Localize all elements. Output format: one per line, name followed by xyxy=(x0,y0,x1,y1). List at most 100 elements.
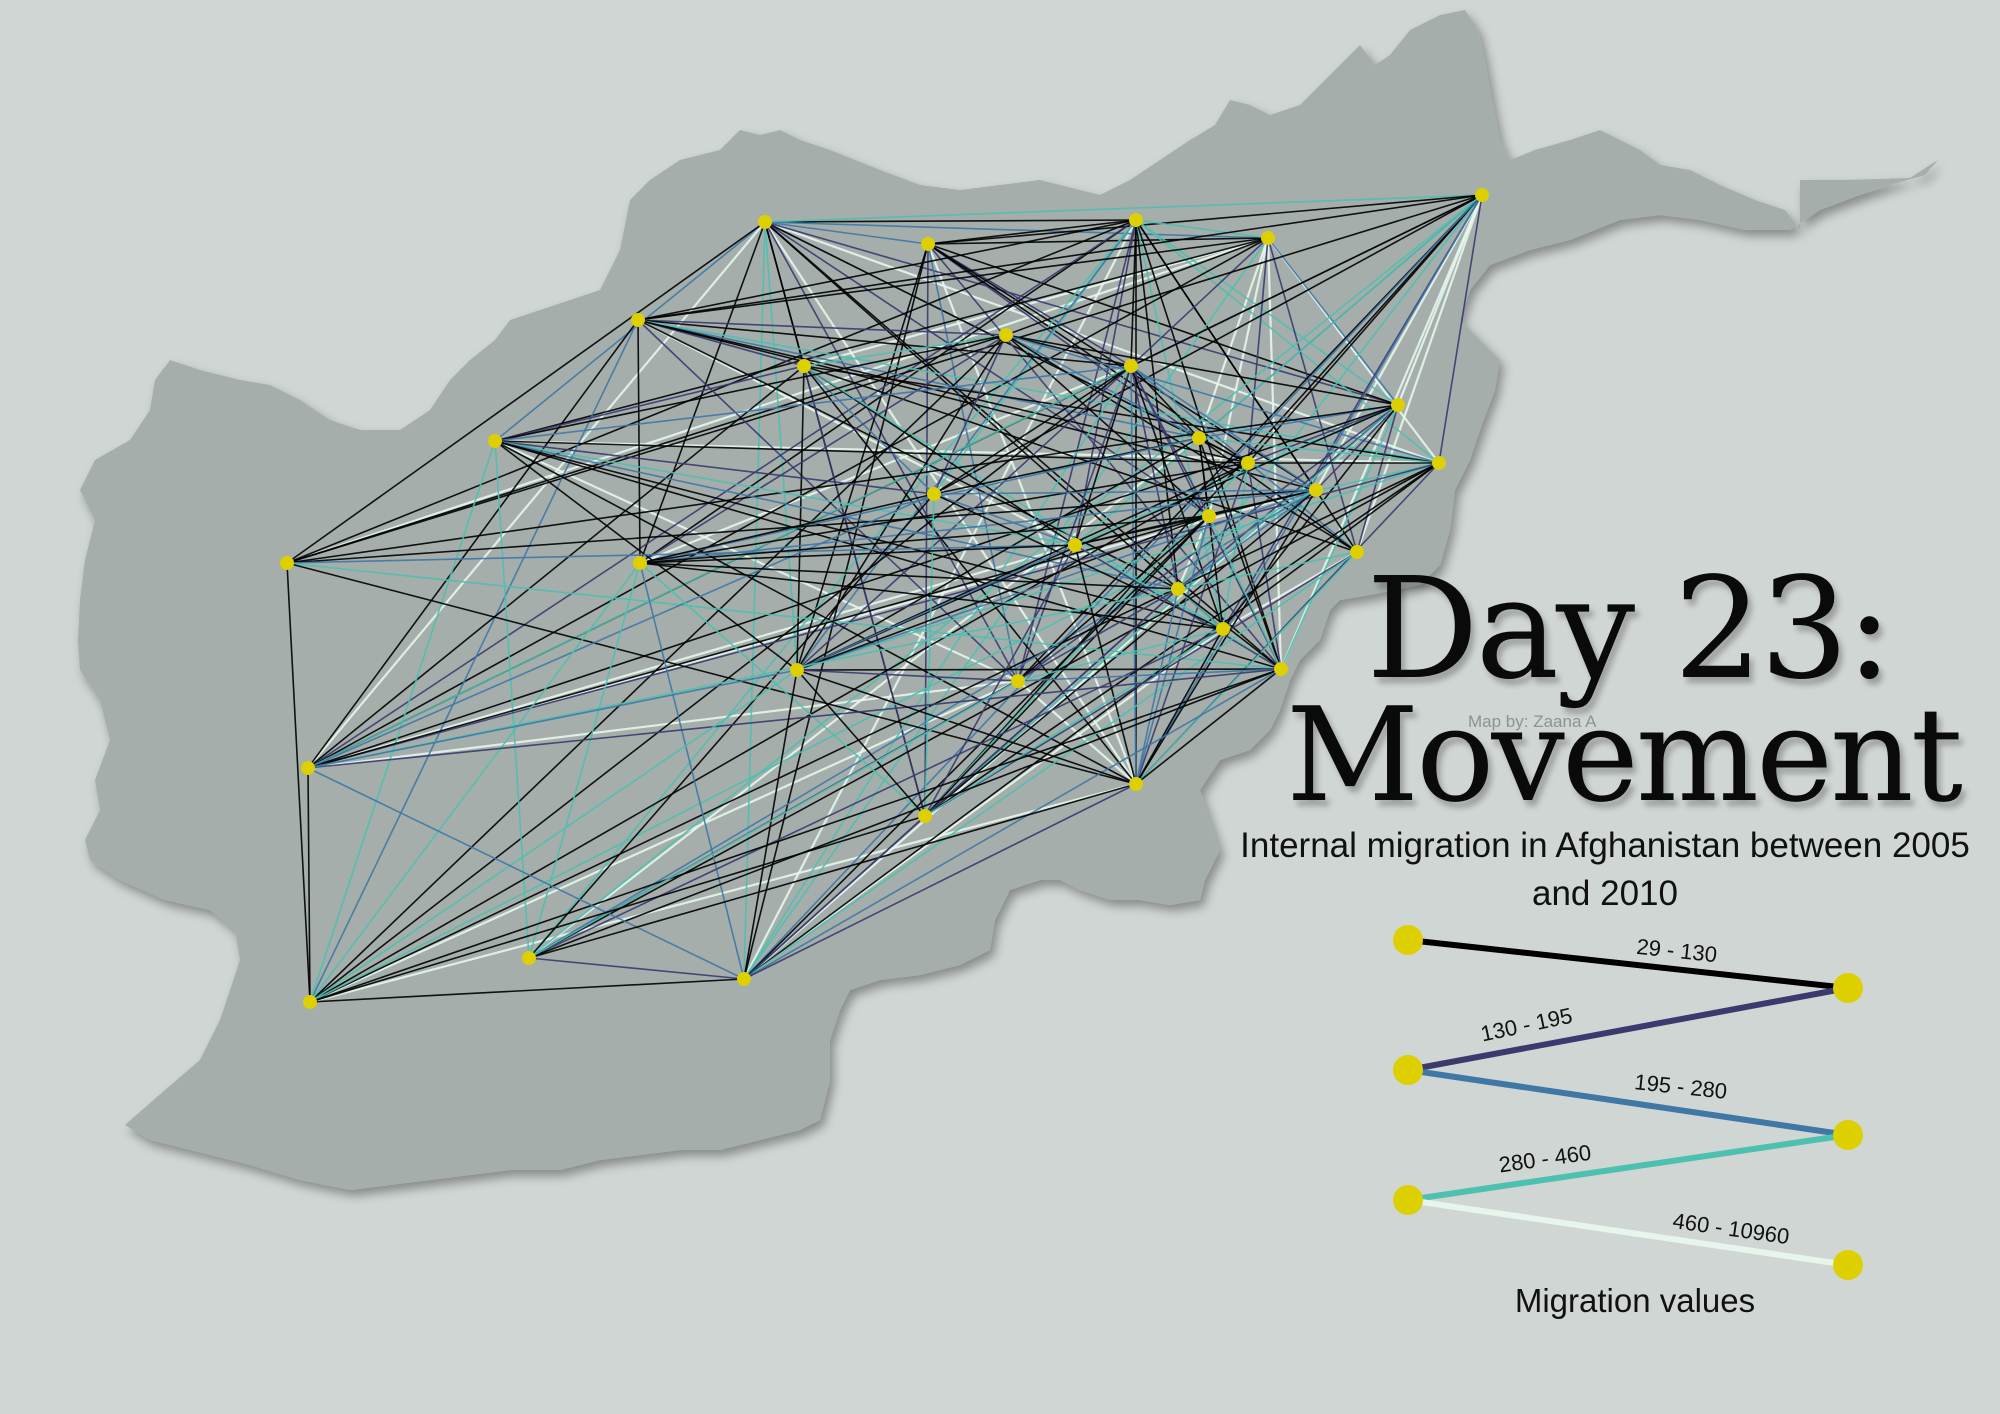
legend-label: 29 - 130 xyxy=(1635,934,1718,967)
province-node xyxy=(1274,662,1288,676)
migration-flow-line xyxy=(309,679,1019,1004)
migration-flow-line xyxy=(639,221,766,564)
migration-flow-line xyxy=(743,515,1210,980)
province-node xyxy=(790,663,804,677)
migration-flow-line xyxy=(764,220,1440,465)
migration-flow-line xyxy=(1005,334,1358,553)
migration-flow-line xyxy=(1135,515,1210,785)
migration-flow-line xyxy=(1130,365,1137,785)
migration-flow-line xyxy=(494,440,1019,682)
migration-flow-line xyxy=(639,562,926,817)
migration-flow-line xyxy=(927,243,1282,670)
migration-flow-line xyxy=(639,219,1137,564)
migration-flow-line xyxy=(307,767,311,1003)
migration-flow-line xyxy=(1130,365,1317,491)
migration-flow-line xyxy=(743,668,1282,980)
migration-flow-line xyxy=(309,815,926,1003)
migration-flow-line xyxy=(307,543,1076,770)
migration-flow-line xyxy=(1315,404,1399,491)
migration-flow-line xyxy=(803,365,1440,464)
migration-flow-line xyxy=(1074,544,1282,670)
province-node xyxy=(1432,456,1446,470)
province-node xyxy=(1241,456,1255,470)
migration-flow-line xyxy=(796,668,1282,671)
migration-flow-line xyxy=(1135,628,1224,785)
migration-flow-line xyxy=(1438,194,1483,464)
migration-flow-line xyxy=(639,562,1179,590)
province-node xyxy=(1309,483,1323,497)
migration-flow-line xyxy=(1135,219,1269,239)
legend-node xyxy=(1393,925,1423,955)
migration-flow-line xyxy=(927,194,1483,245)
migration-flow-line xyxy=(796,219,1137,671)
migration-flow-line xyxy=(307,219,1137,769)
legend-node xyxy=(1833,1120,1863,1150)
legend-node xyxy=(1393,1055,1423,1085)
migration-flow-line xyxy=(1135,219,1440,464)
migration-flow-line xyxy=(924,489,1317,817)
province-node xyxy=(999,328,1013,342)
migration-flow-line xyxy=(764,221,1399,406)
province-node xyxy=(921,237,935,251)
migration-flow-line xyxy=(927,243,1249,464)
province-node xyxy=(280,556,294,570)
migration-flow-line xyxy=(639,334,1007,564)
migration-flow-line xyxy=(1130,365,1224,630)
migration-flow-line xyxy=(309,669,798,1003)
migration-flow-line xyxy=(1135,668,1282,785)
migration-flow-line xyxy=(1135,551,1358,785)
migration-flow-line xyxy=(1135,219,1224,630)
migration-flow-line xyxy=(494,440,935,495)
migration-flow-line xyxy=(494,440,1224,630)
migration-flow-line xyxy=(764,194,1483,223)
title-line-1: Day 23: xyxy=(1366,548,1893,711)
migration-flow-line xyxy=(1005,334,1210,517)
migration-flow-line xyxy=(1135,588,1179,785)
province-node xyxy=(1261,231,1275,245)
migration-flow-line xyxy=(803,334,1007,367)
migration-flow-line xyxy=(927,243,1132,367)
migration-flow-line xyxy=(796,669,1137,785)
migration-flow-line xyxy=(309,440,496,1003)
migration-flow-line xyxy=(927,237,1269,245)
migration-flow-line xyxy=(528,493,935,959)
migration-flow-line xyxy=(528,668,1282,959)
migration-flow-line xyxy=(1005,334,1132,367)
migration-flow-line xyxy=(309,462,1249,1003)
province-node xyxy=(301,761,315,775)
migration-flow-line xyxy=(796,365,1132,671)
migration-flow-line xyxy=(494,237,1269,442)
migration-flow-line xyxy=(286,489,1317,564)
migration-flow-line xyxy=(307,319,639,769)
migration-flow-line xyxy=(1198,437,1358,553)
migration-flow-line xyxy=(1267,237,1399,406)
migration-flow-line xyxy=(764,221,1269,239)
migration-flow-line xyxy=(494,439,1440,465)
migration-flow-line xyxy=(1135,219,1179,590)
legend-label: 280 - 460 xyxy=(1497,1140,1593,1178)
migration-flow-line xyxy=(796,462,1440,671)
province-node xyxy=(488,434,502,448)
migration-flow-line xyxy=(1017,668,1282,682)
migration-flow-line xyxy=(637,319,1179,590)
migration-flow-line xyxy=(309,562,641,1003)
migration-flow-line xyxy=(803,365,1137,785)
migration-flow-line xyxy=(933,194,1483,495)
migration-flow-line xyxy=(286,221,766,564)
migration-flow-line xyxy=(1005,237,1269,336)
migration-flow-line xyxy=(803,365,1076,546)
migration-flow-line xyxy=(637,219,1137,321)
legend-label: 195 - 280 xyxy=(1633,1069,1728,1104)
map-subtitle: Internal migration in Afghanistan betwee… xyxy=(1240,826,1970,913)
migration-flow-line xyxy=(639,515,1210,564)
migration-flow-line xyxy=(494,440,1137,785)
migration-flow-line xyxy=(307,365,805,769)
migration-flow-line xyxy=(933,334,1007,495)
migration-flow-line xyxy=(637,319,641,564)
migration-flow-line xyxy=(286,562,1137,785)
migration-flow-line xyxy=(637,319,1200,439)
legend-node xyxy=(1833,973,1863,1003)
migration-flow-line xyxy=(639,493,935,564)
migration-flow-line xyxy=(494,365,1132,442)
